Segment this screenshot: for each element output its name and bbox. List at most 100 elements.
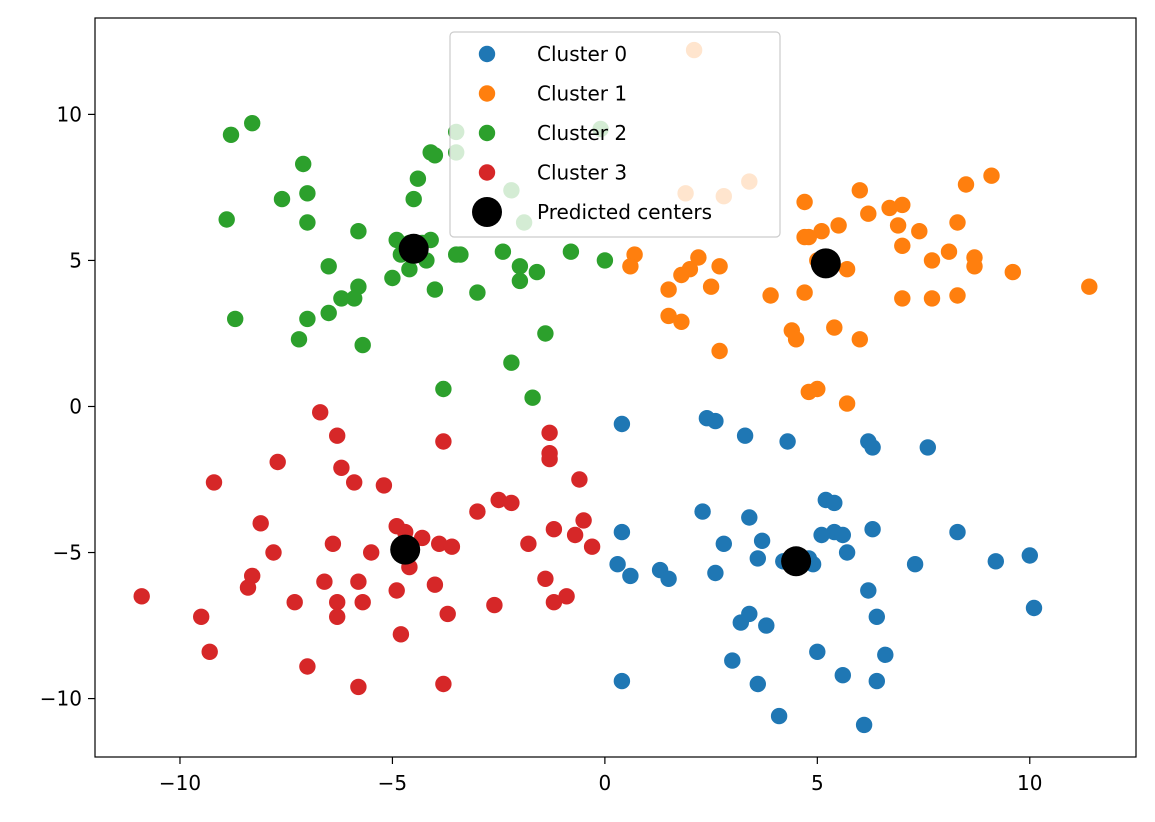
- cluster-0-point: [809, 643, 826, 660]
- cluster-1-point: [860, 205, 877, 222]
- cluster-2-point: [503, 354, 520, 371]
- cluster-1-point: [894, 196, 911, 214]
- cluster-3-point: [329, 608, 346, 625]
- cluster-1-point: [889, 217, 907, 234]
- cluster-2-point: [426, 147, 444, 164]
- cluster-3-point: [435, 675, 452, 693]
- legend-marker: [472, 197, 502, 227]
- predicted-center-point: [390, 534, 421, 565]
- cluster-0-point: [770, 707, 788, 725]
- cluster-3-point: [443, 538, 461, 555]
- cluster-2-point: [290, 331, 308, 348]
- cluster-3-point: [133, 588, 150, 605]
- cluster-3-point: [239, 579, 257, 596]
- cluster-1-point: [813, 223, 830, 240]
- cluster-1-point: [826, 319, 843, 336]
- cluster-1-point: [711, 342, 728, 360]
- x-tick-label: 10: [1017, 771, 1042, 795]
- cluster-1-point: [894, 290, 911, 307]
- predicted-center-point: [398, 233, 429, 264]
- cluster-3-point: [545, 521, 563, 538]
- cluster-2-point: [299, 185, 316, 202]
- cluster-2-point: [384, 269, 401, 287]
- cluster-1-point: [796, 284, 813, 301]
- cluster-0-point: [864, 439, 881, 456]
- legend-marker: [478, 124, 496, 142]
- cluster-2-point: [227, 310, 244, 328]
- cluster-2-point: [494, 243, 512, 260]
- cluster-0-point: [987, 553, 1004, 570]
- cluster-3-point: [583, 538, 601, 555]
- cluster-1-point: [838, 395, 856, 412]
- cluster-0-point: [753, 532, 771, 549]
- cluster-3-point: [350, 573, 367, 590]
- legend-marker: [478, 45, 496, 63]
- cluster-1-point: [894, 237, 911, 254]
- cluster-0-point: [741, 605, 758, 623]
- cluster-0-point: [660, 570, 677, 587]
- cluster-1-point: [673, 313, 690, 330]
- cluster-3-point: [286, 594, 303, 611]
- cluster-0-point: [834, 526, 851, 544]
- cluster-2-point: [299, 214, 316, 231]
- cluster-3-point: [571, 471, 588, 488]
- cluster-0-point: [613, 415, 631, 433]
- cluster-0-point: [855, 716, 873, 734]
- cluster-0-point: [868, 672, 885, 690]
- legend-label: Cluster 1: [537, 82, 627, 106]
- y-axis: −10 −5 0 5 10: [40, 102, 95, 711]
- legend-label: Cluster 2: [537, 121, 627, 145]
- cluster-1-point: [838, 261, 856, 278]
- cluster-2-point: [435, 380, 452, 398]
- cluster-2-point: [524, 389, 541, 406]
- cluster-1-point: [800, 228, 817, 246]
- cluster-0-point: [906, 556, 924, 573]
- cluster-0-point: [622, 567, 639, 585]
- cluster-1-point: [1004, 263, 1021, 281]
- cluster-3-point: [545, 594, 563, 611]
- cluster-0-point: [613, 523, 631, 541]
- cluster-1-point: [702, 278, 720, 295]
- cluster-3-point: [431, 535, 448, 552]
- cluster-1-point: [940, 243, 958, 260]
- cluster-1-point: [881, 199, 898, 217]
- cluster-3-point: [541, 450, 558, 468]
- cluster-1-point: [711, 258, 728, 275]
- cluster-3-point: [426, 576, 444, 593]
- cluster-2-point: [537, 325, 554, 342]
- x-tick-label: 5: [811, 771, 824, 795]
- data-points: [133, 41, 1098, 734]
- cluster-3-point: [439, 605, 456, 623]
- cluster-0-point: [749, 550, 766, 567]
- cluster-3-point: [392, 626, 410, 643]
- cluster-3-point: [575, 512, 592, 529]
- cluster-1-point: [923, 252, 941, 269]
- y-tick-label: 5: [69, 248, 82, 272]
- cluster-3-point: [558, 588, 575, 605]
- cluster-3-point: [324, 535, 342, 552]
- cluster-3-point: [354, 594, 371, 611]
- cluster-0-point: [736, 427, 754, 444]
- cluster-3-point: [486, 596, 503, 614]
- legend-marker: [478, 164, 496, 181]
- cluster-2-point: [562, 243, 580, 260]
- cluster-1-point: [851, 331, 868, 348]
- cluster-1-point: [673, 266, 690, 284]
- cluster-3-point: [269, 453, 286, 471]
- cluster-0-point: [864, 521, 881, 538]
- cluster-0-point: [813, 526, 830, 544]
- x-tick-label: −5: [378, 771, 407, 795]
- cluster-2-point: [320, 258, 337, 275]
- cluster-0-point: [868, 608, 885, 625]
- cluster-1-point: [949, 214, 966, 231]
- cluster-0-point: [838, 544, 856, 561]
- cluster-2-point: [426, 281, 444, 298]
- y-tick-label: −5: [53, 541, 82, 565]
- cluster-0-point: [715, 535, 732, 552]
- cluster-3-point: [375, 477, 393, 494]
- cluster-1-point: [809, 380, 826, 398]
- cluster-3-point: [388, 582, 405, 599]
- cluster-3-point: [333, 459, 350, 476]
- cluster-1-point: [949, 287, 966, 304]
- cluster-2-point: [273, 190, 291, 208]
